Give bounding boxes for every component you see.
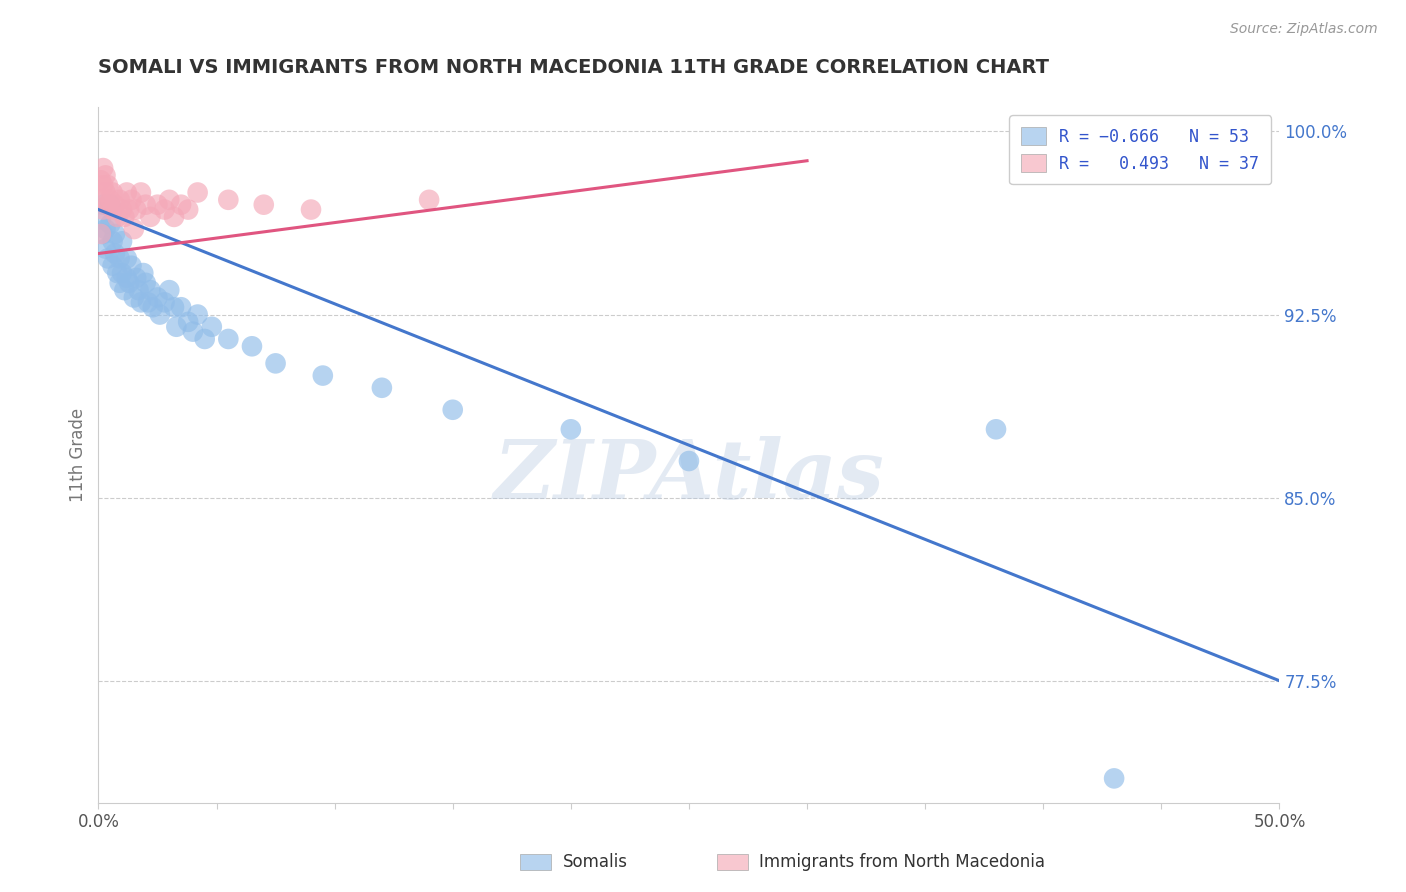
Point bbox=[163, 210, 186, 224]
Point bbox=[125, 271, 148, 285]
Point bbox=[97, 252, 120, 266]
Point bbox=[91, 178, 114, 193]
Point bbox=[122, 222, 145, 236]
Point bbox=[108, 252, 131, 266]
Point bbox=[94, 186, 117, 200]
Point bbox=[105, 210, 128, 224]
Point bbox=[177, 315, 200, 329]
Point bbox=[98, 193, 121, 207]
Point bbox=[129, 295, 152, 310]
Point bbox=[149, 308, 172, 322]
Point bbox=[299, 202, 322, 217]
Point bbox=[90, 227, 112, 241]
Point bbox=[170, 197, 193, 211]
Point bbox=[177, 202, 200, 217]
Point bbox=[984, 422, 1007, 436]
Text: ZIPAtlas: ZIPAtlas bbox=[494, 436, 884, 516]
Point bbox=[312, 368, 335, 383]
Point bbox=[146, 290, 169, 304]
Point bbox=[118, 202, 141, 217]
Point bbox=[91, 202, 114, 217]
Point bbox=[157, 283, 180, 297]
Point bbox=[678, 454, 700, 468]
Point bbox=[115, 271, 138, 285]
Point bbox=[90, 173, 112, 187]
Point bbox=[217, 332, 239, 346]
Point bbox=[129, 186, 152, 200]
Point bbox=[560, 422, 582, 436]
Point bbox=[441, 402, 464, 417]
Text: SOMALI VS IMMIGRANTS FROM NORTH MACEDONIA 11TH GRADE CORRELATION CHART: SOMALI VS IMMIGRANTS FROM NORTH MACEDONI… bbox=[98, 58, 1049, 77]
Point bbox=[101, 202, 124, 217]
Point bbox=[194, 332, 217, 346]
Point bbox=[253, 197, 276, 211]
Point bbox=[97, 178, 120, 193]
Point bbox=[136, 295, 159, 310]
Point bbox=[104, 246, 127, 260]
Point bbox=[125, 202, 148, 217]
Point bbox=[94, 222, 117, 236]
Point bbox=[153, 295, 176, 310]
Point bbox=[98, 197, 121, 211]
Point bbox=[128, 283, 150, 297]
Point bbox=[108, 193, 131, 207]
Point bbox=[139, 210, 162, 224]
Point bbox=[163, 300, 186, 314]
Point bbox=[115, 252, 138, 266]
Point bbox=[240, 339, 263, 353]
Point bbox=[115, 186, 138, 200]
Point bbox=[217, 193, 239, 207]
Point bbox=[111, 266, 134, 280]
Point bbox=[94, 242, 117, 256]
Point bbox=[153, 202, 176, 217]
Point bbox=[118, 276, 141, 290]
Point bbox=[121, 193, 143, 207]
Point bbox=[111, 235, 134, 249]
Y-axis label: 11th Grade: 11th Grade bbox=[69, 408, 87, 502]
Point bbox=[90, 193, 112, 207]
Point bbox=[418, 193, 440, 207]
Point bbox=[91, 197, 114, 211]
Point bbox=[98, 217, 121, 231]
Point bbox=[1102, 772, 1125, 786]
Point bbox=[157, 193, 180, 207]
Point bbox=[139, 283, 162, 297]
Point bbox=[121, 259, 143, 273]
Point bbox=[371, 381, 394, 395]
Point bbox=[104, 197, 127, 211]
Point bbox=[108, 276, 131, 290]
Point bbox=[132, 266, 155, 280]
Point bbox=[101, 259, 124, 273]
Point bbox=[170, 300, 193, 314]
Point bbox=[181, 325, 204, 339]
Point bbox=[105, 266, 128, 280]
Point bbox=[135, 276, 157, 290]
Point bbox=[104, 227, 127, 241]
Point bbox=[94, 169, 117, 183]
Point bbox=[142, 300, 165, 314]
Legend: R = −0.666   N = 53, R =   0.493   N = 37: R = −0.666 N = 53, R = 0.493 N = 37 bbox=[1010, 115, 1271, 185]
Point bbox=[187, 308, 209, 322]
Point bbox=[112, 283, 135, 297]
Point bbox=[146, 197, 169, 211]
Point bbox=[112, 210, 135, 224]
Point bbox=[135, 197, 157, 211]
Text: Source: ZipAtlas.com: Source: ZipAtlas.com bbox=[1230, 22, 1378, 37]
Point bbox=[264, 356, 287, 370]
Point bbox=[165, 319, 187, 334]
Point bbox=[90, 212, 112, 227]
Point bbox=[97, 197, 120, 211]
Point bbox=[201, 319, 224, 334]
Point bbox=[122, 290, 145, 304]
Point bbox=[187, 186, 209, 200]
Text: Immigrants from North Macedonia: Immigrants from North Macedonia bbox=[759, 853, 1045, 871]
Point bbox=[101, 235, 124, 249]
Point bbox=[101, 186, 124, 200]
Point bbox=[91, 227, 114, 241]
Point bbox=[111, 202, 134, 217]
Text: Somalis: Somalis bbox=[562, 853, 627, 871]
Point bbox=[91, 161, 114, 175]
